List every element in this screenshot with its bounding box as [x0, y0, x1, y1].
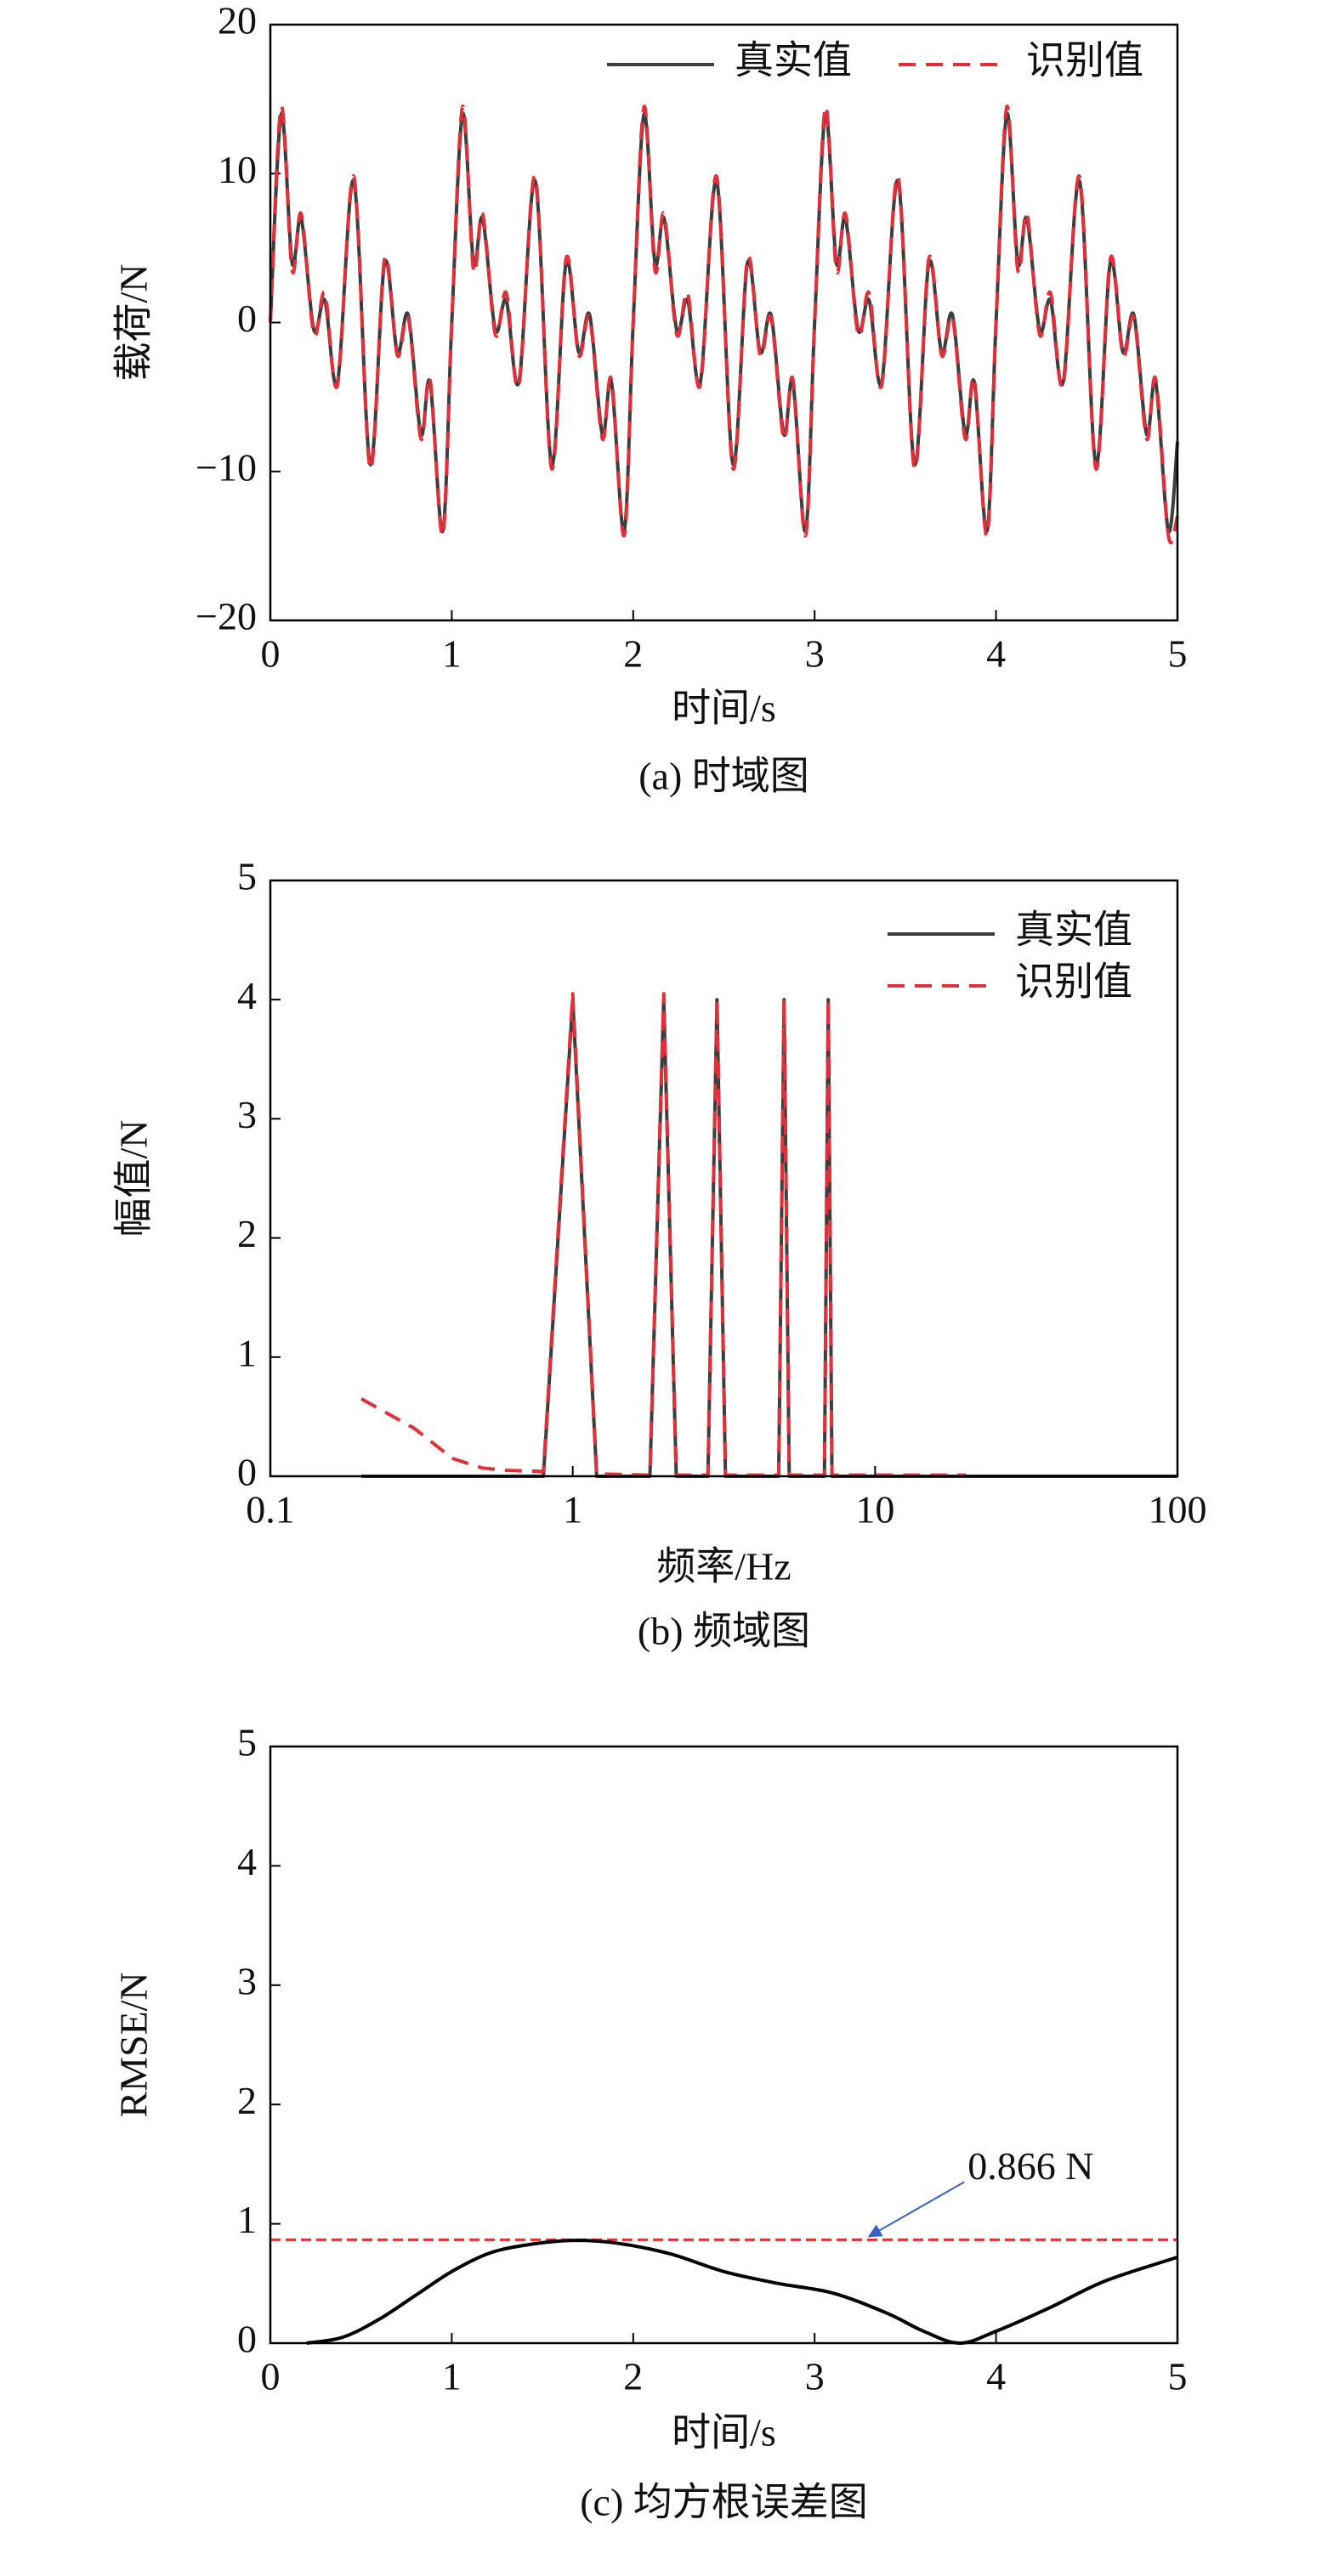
y-tick-label: 2 — [237, 2079, 257, 2122]
caption: (b) 频域图 — [638, 1610, 810, 1653]
x-tick-label: 4 — [986, 2355, 1006, 2398]
x-tick-label: 1 — [442, 632, 462, 676]
legend-label: 识别值 — [1015, 960, 1132, 1004]
series-line — [360, 992, 967, 1477]
y-tick-label: 3 — [237, 1093, 257, 1136]
series-line — [306, 2239, 1178, 2345]
y-tick-label: 1 — [237, 1331, 257, 1374]
y-tick-label: 10 — [218, 148, 257, 191]
x-tick-label: 100 — [1149, 1488, 1207, 1531]
annotation: 0.866 N — [967, 2144, 1093, 2188]
x-tick-label: 0 — [261, 2355, 281, 2398]
x-tick-label: 5 — [1168, 632, 1188, 676]
y-tick-label: 3 — [237, 1959, 257, 2002]
legend-label: 真实值 — [1015, 909, 1132, 952]
x-tick-label: 10 — [855, 1488, 894, 1531]
y-axis-label: 幅值/N — [112, 1120, 156, 1237]
y-tick-label: 4 — [237, 1840, 257, 1883]
legend-label: 识别值 — [1026, 39, 1143, 82]
plot-frame — [269, 1745, 1179, 2345]
plot-frame — [269, 879, 1179, 1478]
x-tick-label: 3 — [805, 2355, 825, 2398]
y-tick-label: −20 — [196, 595, 257, 638]
y-axis-label: 载荷/N — [112, 264, 156, 382]
x-tick-label: 5 — [1168, 2355, 1188, 2398]
y-tick-label: 0 — [237, 1451, 257, 1494]
y-tick-label: 2 — [237, 1212, 257, 1255]
y-tick-label: 4 — [237, 974, 257, 1017]
x-tick-label: 3 — [805, 632, 825, 676]
x-axis-label: 时间/s — [672, 2411, 776, 2454]
x-tick-label: 2 — [623, 632, 643, 676]
x-tick-label: 0 — [261, 632, 281, 676]
y-tick-label: 0 — [237, 297, 257, 340]
legend-label: 真实值 — [735, 39, 852, 82]
y-tick-label: 5 — [237, 855, 257, 898]
y-tick-label: −10 — [196, 445, 257, 489]
plot-frame — [269, 23, 1179, 622]
caption: (a) 时域图 — [638, 755, 809, 798]
series-line — [361, 998, 1177, 1478]
series-line — [269, 105, 1179, 545]
x-tick-label: 0.1 — [246, 1488, 295, 1531]
x-tick-label: 1 — [563, 1488, 582, 1531]
x-tick-label: 4 — [986, 632, 1006, 676]
y-axis-label: RMSE/N — [112, 1972, 156, 2117]
y-tick-label: 5 — [237, 1721, 257, 1764]
y-tick-label: 0 — [237, 2318, 257, 2361]
x-tick-label: 2 — [623, 2355, 643, 2398]
y-tick-label: 1 — [237, 2198, 257, 2241]
x-axis-label: 时间/s — [672, 687, 776, 730]
x-tick-label: 1 — [442, 2355, 462, 2398]
x-axis-label: 频率/Hz — [656, 1545, 791, 1588]
annotation-arrow — [867, 2181, 965, 2238]
caption: (c) 均方根误差图 — [580, 2481, 868, 2524]
y-tick-label: 20 — [218, 0, 257, 42]
